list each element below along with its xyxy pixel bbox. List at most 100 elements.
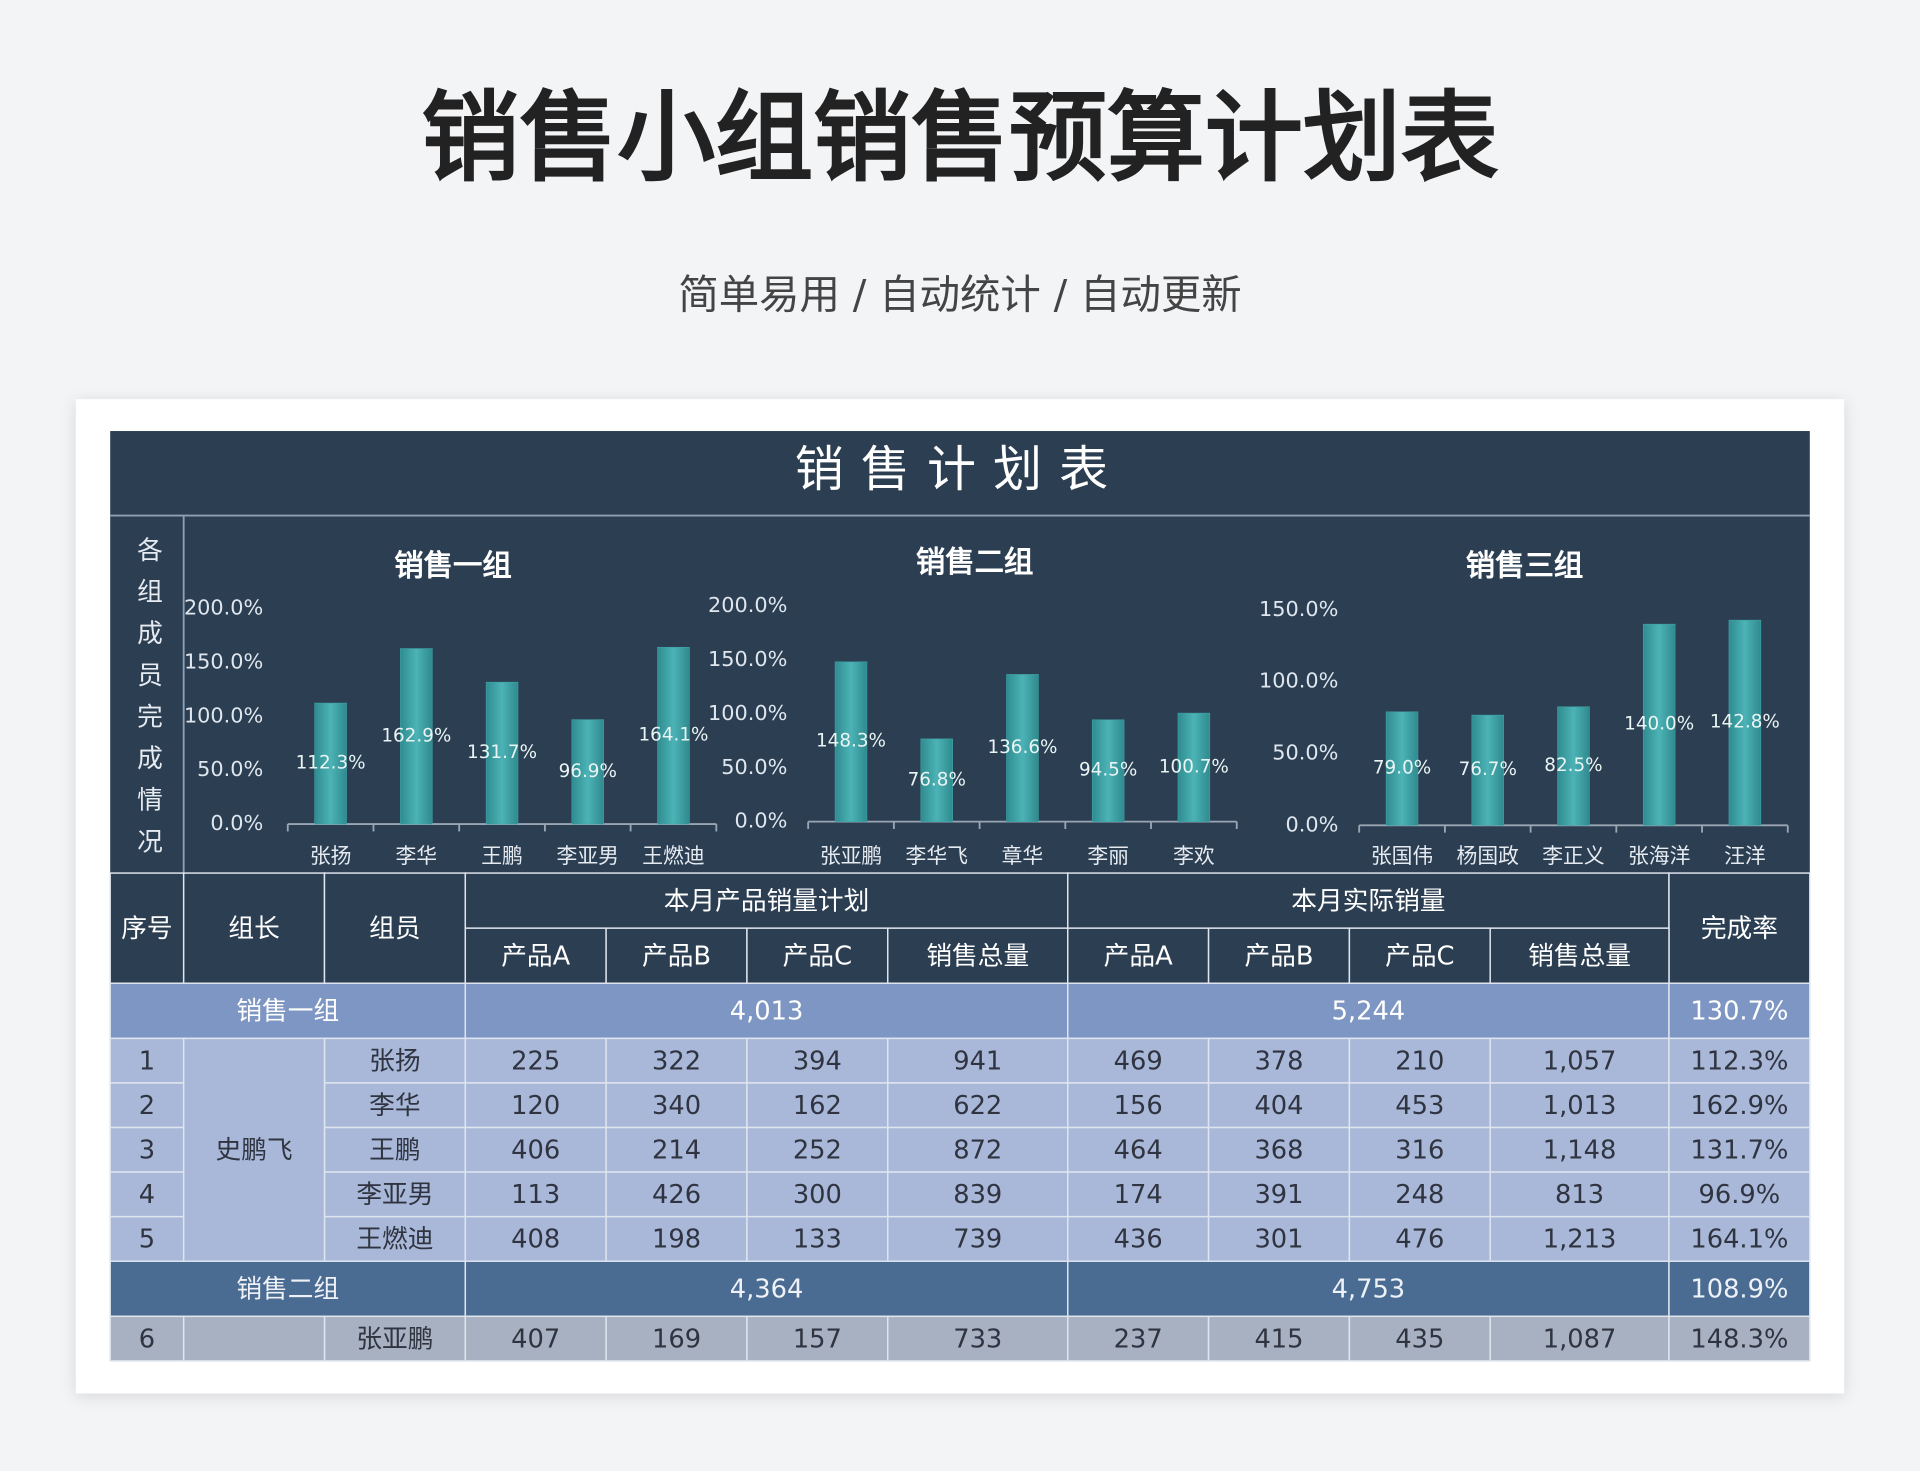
table-cell: 5 xyxy=(139,1225,155,1255)
x-tick-label: 李亚男 xyxy=(557,844,619,868)
value-label: 100.7% xyxy=(1159,756,1229,777)
cell xyxy=(1067,927,1210,985)
table-cell: 408 xyxy=(511,1225,560,1255)
cell xyxy=(323,1171,467,1218)
cell xyxy=(109,982,467,1040)
y-tick-label: 0.0% xyxy=(1286,812,1339,836)
cell xyxy=(1668,1171,1811,1218)
table-cell: 394 xyxy=(793,1046,842,1076)
cell xyxy=(605,1082,748,1129)
header-cell: 组员 xyxy=(369,914,420,944)
cell xyxy=(746,1315,889,1362)
y-tick-label: 100.0% xyxy=(184,703,263,727)
x-tick-label: 李丽 xyxy=(1087,844,1129,868)
header-cell: 产品B xyxy=(1244,941,1313,971)
cell xyxy=(323,1126,467,1173)
y-tick-label: 150.0% xyxy=(708,647,787,671)
group-rate: 130.7% xyxy=(1690,997,1788,1027)
x-tick-label: 张国伟 xyxy=(1371,844,1433,868)
bar xyxy=(400,648,433,825)
x-tick-label: 李华飞 xyxy=(906,844,968,868)
cell xyxy=(323,872,467,985)
value-label: 82.5% xyxy=(1544,755,1602,776)
x-tick-label: 章华 xyxy=(1002,844,1044,868)
cell xyxy=(887,927,1069,985)
cell xyxy=(109,1037,185,1084)
value-label: 76.8% xyxy=(908,769,966,790)
y-tick-label: 50.0% xyxy=(721,755,787,779)
table-cell: 300 xyxy=(793,1180,842,1210)
header-cell: 销售总量 xyxy=(926,941,1029,971)
table-cell: 157 xyxy=(793,1324,842,1354)
bar xyxy=(1177,712,1211,822)
group-actual-total: 5,244 xyxy=(1332,997,1406,1027)
y-tick-label: 0.0% xyxy=(210,811,263,835)
header-cell: 完成率 xyxy=(1701,914,1778,944)
table-cell: 464 xyxy=(1114,1136,1163,1166)
y-tick-label: 100.0% xyxy=(708,701,787,725)
value-label: 76.7% xyxy=(1459,759,1517,780)
cell xyxy=(605,1126,748,1173)
table-cell: 368 xyxy=(1254,1136,1303,1166)
table-cell: 148.3% xyxy=(1690,1324,1788,1354)
cell xyxy=(1489,1315,1670,1362)
cell xyxy=(887,1171,1069,1218)
table-cell: 739 xyxy=(953,1225,1002,1255)
table-cell: 813 xyxy=(1555,1180,1604,1210)
cell xyxy=(109,1126,185,1173)
x-tick-label: 张海洋 xyxy=(1628,844,1690,868)
cell xyxy=(1067,1171,1210,1218)
value-label: 142.8% xyxy=(1710,712,1780,733)
header-cell: 产品A xyxy=(1104,941,1173,971)
y-tick-label: 150.0% xyxy=(184,649,263,673)
header-cell: 序号 xyxy=(121,914,172,944)
bar xyxy=(485,681,519,825)
bar xyxy=(1471,714,1504,826)
table-cell: 162 xyxy=(793,1091,842,1121)
cell xyxy=(323,1037,467,1084)
value-label: 79.0% xyxy=(1373,758,1431,779)
sheet-top xyxy=(110,431,1810,874)
table-cell: 237 xyxy=(1114,1324,1163,1354)
table-cell: 113 xyxy=(511,1180,560,1210)
value-label: 131.7% xyxy=(467,742,537,763)
group-actual-total: 4,753 xyxy=(1332,1275,1406,1305)
table-cell: 435 xyxy=(1395,1324,1444,1354)
header-cell: 销售总量 xyxy=(1528,941,1631,971)
table-cell: 415 xyxy=(1254,1324,1303,1354)
cell xyxy=(464,1215,607,1262)
y-tick-label: 50.0% xyxy=(197,757,263,781)
cell xyxy=(887,1082,1069,1129)
table-cell: 839 xyxy=(953,1180,1002,1210)
group-rate: 108.9% xyxy=(1690,1275,1788,1305)
cell xyxy=(887,1037,1069,1084)
cell xyxy=(1348,1171,1491,1218)
header-cell: 产品A xyxy=(501,941,570,971)
table-cell: 453 xyxy=(1395,1091,1444,1121)
table-cell: 李亚男 xyxy=(356,1180,433,1210)
value-label: 162.9% xyxy=(381,725,451,746)
cell xyxy=(1348,927,1491,985)
table-cell: 96.9% xyxy=(1699,1180,1781,1210)
table-cell: 733 xyxy=(953,1324,1002,1354)
bar xyxy=(1557,706,1590,826)
header-cell: 本月产品销量计划 xyxy=(664,886,870,916)
table-cell: 476 xyxy=(1395,1225,1444,1255)
value-label: 112.3% xyxy=(296,753,366,774)
table-cell: 156 xyxy=(1114,1091,1163,1121)
value-label: 164.1% xyxy=(638,725,708,746)
table-cell: 162.9% xyxy=(1690,1091,1788,1121)
table-cell: 198 xyxy=(652,1225,701,1255)
cell xyxy=(1207,1215,1351,1262)
bar xyxy=(920,738,953,822)
cell xyxy=(605,1037,748,1084)
table-cell: 3 xyxy=(139,1136,155,1166)
cell xyxy=(182,1037,326,1262)
cell xyxy=(1489,1171,1670,1218)
cell xyxy=(464,982,1069,1040)
cell xyxy=(887,1126,1069,1173)
bar xyxy=(1385,711,1419,826)
cell xyxy=(182,872,326,985)
